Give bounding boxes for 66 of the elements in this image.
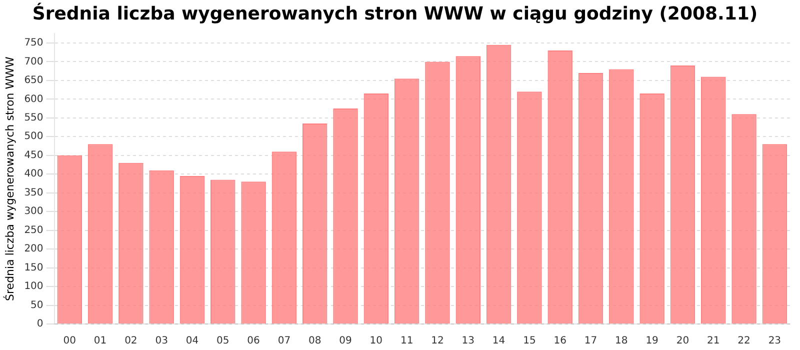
bar (640, 94, 664, 324)
y-tick-label: 100 (24, 281, 44, 292)
bar (118, 162, 144, 324)
y-tick-label: 750 (24, 38, 44, 49)
y-tick-label: 350 (24, 187, 44, 198)
x-tick-label: 12 (431, 336, 444, 347)
x-tick-label: 18 (615, 336, 628, 347)
y-tick-label: 550 (24, 112, 44, 124)
x-tick-label: 08 (308, 336, 322, 347)
x-tick-label: 11 (400, 336, 414, 347)
x-tick-label: 14 (492, 336, 506, 347)
bar (425, 62, 450, 324)
x-tick-label: 17 (584, 336, 598, 347)
x-tick-label: 00 (63, 336, 76, 347)
x-tick-label: 22 (738, 336, 750, 347)
bar (609, 69, 634, 324)
x-tick-label: 10 (370, 336, 383, 347)
x-tick-label: 06 (247, 336, 260, 347)
y-tick-label: 300 (24, 206, 44, 218)
x-tick-label: 19 (646, 336, 658, 347)
y-tick-label: 700 (24, 56, 44, 68)
x-tick-label: 09 (339, 336, 352, 347)
y-tick-label: 650 (24, 75, 44, 86)
y-tick-label: 400 (24, 168, 44, 180)
bar (364, 94, 389, 324)
bar (241, 182, 266, 324)
y-tick-label: 200 (24, 244, 44, 255)
bar (456, 56, 481, 324)
bar (57, 155, 82, 324)
bar (302, 124, 328, 324)
y-tick-label: 0 (36, 318, 44, 330)
y-tick-label: 500 (24, 131, 44, 142)
y-tick-label: 50 (30, 300, 44, 311)
y-tick-label: 250 (24, 224, 44, 236)
bar (670, 65, 696, 324)
y-axis-title: Średnia liczba wygenerowanych stron WWW (2, 56, 16, 301)
x-tick-label: 20 (676, 336, 690, 347)
x-tick-label: 23 (768, 336, 782, 347)
x-tick-label: 02 (124, 336, 138, 347)
bar (88, 144, 113, 324)
bar (210, 180, 236, 324)
bar (180, 176, 205, 324)
bar (517, 92, 542, 324)
bar (732, 114, 756, 324)
x-tick-label: 16 (554, 336, 566, 347)
bar (149, 170, 174, 324)
y-tick-label: 450 (24, 150, 44, 161)
x-tick-label: 03 (155, 336, 168, 347)
x-tick-label: 13 (462, 336, 474, 347)
bar (548, 50, 572, 324)
x-tick-label: 07 (278, 336, 291, 347)
bar (394, 78, 420, 324)
bar (762, 144, 788, 324)
bar (700, 76, 726, 324)
x-tick-label: 21 (706, 336, 720, 347)
x-tick-label: 05 (216, 336, 230, 347)
bar (578, 72, 604, 324)
x-tick-label: 15 (523, 336, 536, 347)
y-tick-label: 150 (24, 262, 44, 274)
x-tick-label: 04 (186, 336, 199, 347)
y-tick-label: 600 (24, 94, 44, 105)
chart-title: Średnia liczba wygenerowanych stron WWW w ciągu godziny (2008.11) (32, 2, 758, 24)
bar (333, 108, 358, 324)
x-tick-label: 01 (94, 336, 107, 347)
bar (486, 44, 512, 324)
bar (272, 152, 297, 324)
